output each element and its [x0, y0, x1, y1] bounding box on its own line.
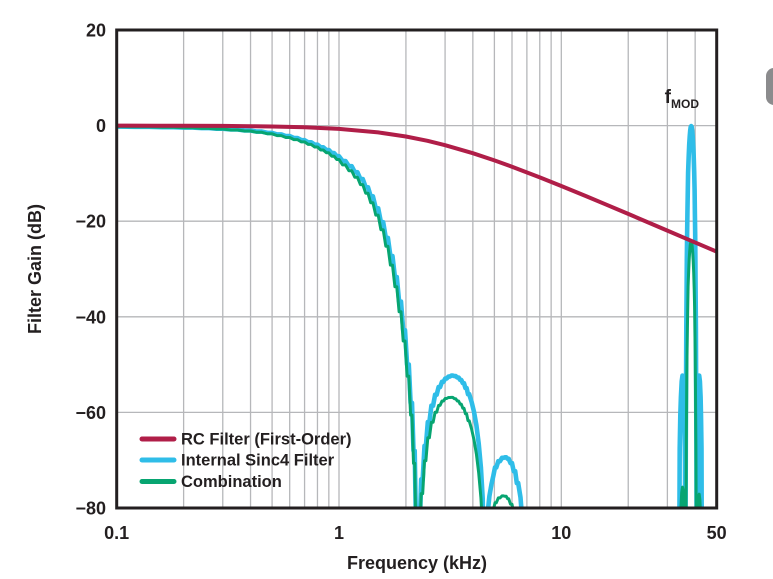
y-tick-label: −20 [75, 212, 106, 232]
y-tick-label: −80 [75, 499, 106, 519]
series-combination [116, 125, 702, 508]
legend-label-rc-filter: RC Filter (First-Order) [181, 431, 352, 449]
legend-label-combination: Combination [181, 473, 282, 491]
series-rc-filter-first-order [116, 123, 717, 254]
x-tick-label: 0.1 [104, 523, 129, 543]
legend-label-sinc4-filter: Internal Sinc4 Filter [181, 452, 335, 470]
x-tick-label: 10 [551, 523, 571, 543]
x-tick-label: 50 [707, 523, 727, 543]
y-tick-label: 0 [96, 116, 106, 136]
data-curves [116, 123, 717, 508]
axis-tick-labels: 0.1 1 10 50 20 0 −20 −40 −60 −80 [75, 21, 726, 544]
plot-frame [115, 28, 719, 510]
fmod-subscript: MOD [671, 97, 699, 111]
x-axis-title: Frequency (kHz) [347, 553, 487, 573]
fmod-base: f [665, 87, 672, 108]
x-tick-label: 1 [334, 523, 344, 543]
y-tick-label: −40 [75, 307, 106, 327]
fmod-annotation: fMOD [665, 87, 700, 111]
y-tick-label: −60 [75, 403, 106, 423]
right-edge-ui-tab[interactable] [766, 68, 773, 105]
legend: RC Filter (First-Order) Internal Sinc4 F… [139, 431, 352, 491]
gridlines [116, 30, 717, 508]
series-internal-sinc4-filter [116, 123, 704, 508]
y-tick-label: 20 [86, 21, 106, 41]
y-axis-title: Filter Gain (dB) [25, 204, 45, 334]
